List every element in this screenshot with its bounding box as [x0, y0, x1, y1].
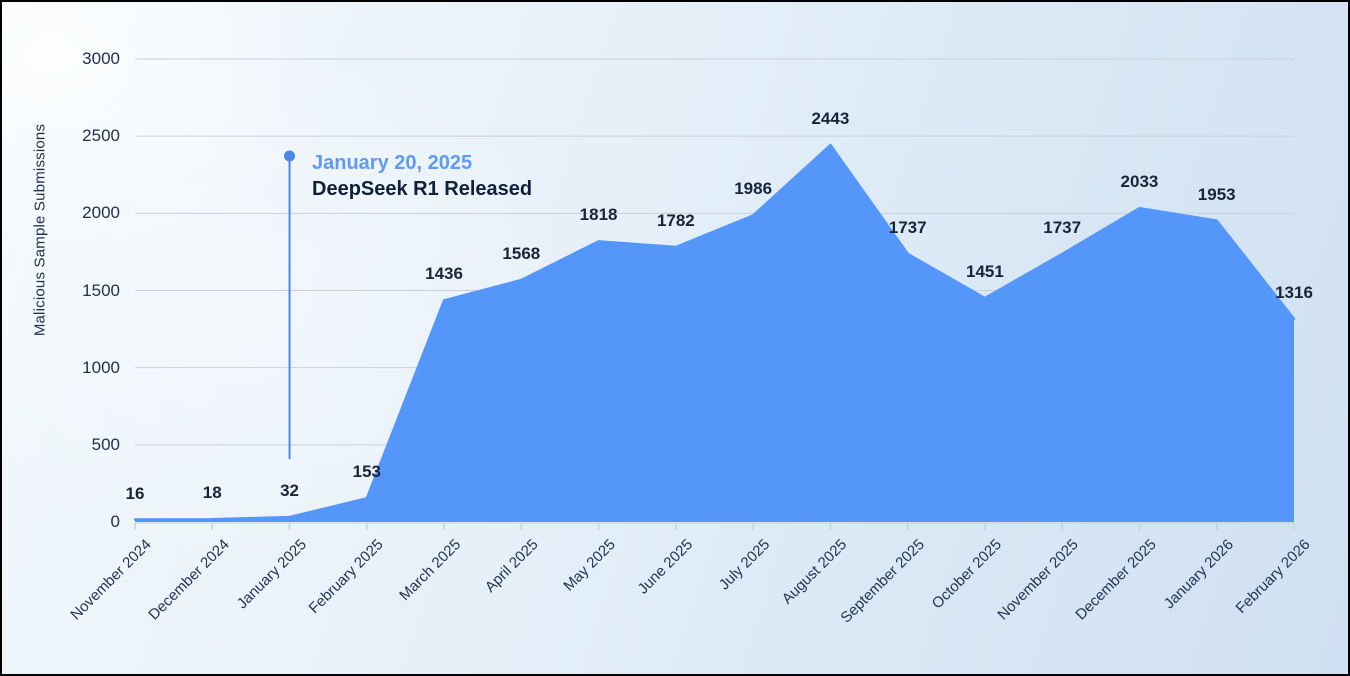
- data-label: 2443: [811, 108, 850, 128]
- data-label: 153: [352, 462, 381, 482]
- data-label: 1451: [966, 262, 1004, 282]
- y-tick-label: 3000: [82, 49, 120, 68]
- data-label: 1436: [425, 264, 463, 284]
- annotation-dot: [284, 150, 296, 162]
- y-tick-label: 500: [91, 434, 120, 454]
- data-label: 1568: [502, 244, 541, 263]
- annotation-event-label: DeepSeek R1 Released: [312, 178, 533, 200]
- data-label: 1737: [1043, 217, 1082, 237]
- y-tick-label: 2500: [82, 126, 120, 146]
- data-label: 1818: [579, 205, 618, 225]
- data-label: 1782: [656, 210, 695, 230]
- data-label: 2033: [1120, 172, 1159, 192]
- data-label: 1316: [1275, 282, 1313, 302]
- annotation-date-label: January 20, 2025: [312, 152, 473, 174]
- y-axis-title: Malicious Sample Submissions: [31, 123, 49, 337]
- y-tick-label: 1500: [82, 280, 120, 300]
- data-label: 1737: [888, 217, 927, 237]
- data-label: 16: [125, 483, 145, 503]
- annotation: January 20, 2025 DeepSeek R1 Released: [312, 150, 532, 202]
- data-label: 1953: [1197, 184, 1236, 204]
- area-series: [135, 145, 1294, 522]
- data-label: 18: [202, 483, 222, 503]
- data-label: 32: [280, 481, 299, 501]
- area-series-edge: [133, 143, 1296, 521]
- y-tick-label: 2000: [82, 203, 120, 223]
- y-tick-label: 1000: [82, 357, 120, 377]
- data-label: 1986: [734, 179, 773, 199]
- y-tick-label: 0: [110, 512, 120, 531]
